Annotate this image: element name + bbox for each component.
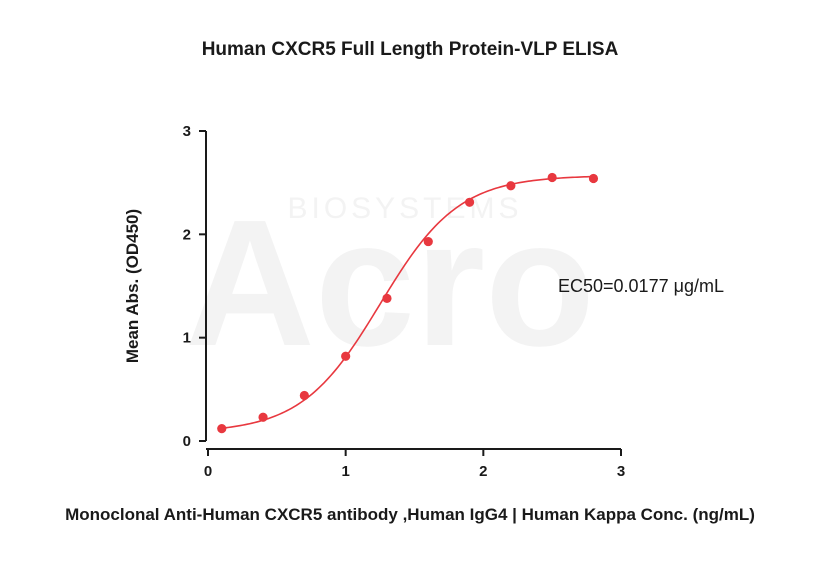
y-tick-label: 0 (183, 433, 191, 450)
data-point (341, 351, 351, 361)
x-tick-label: 2 (479, 463, 487, 480)
data-point (506, 181, 516, 191)
data-point (382, 293, 392, 303)
x-axis-label: Monoclonal Anti-Human CXCR5 antibody ,Hu… (65, 505, 755, 524)
x-tick-label: 0 (204, 463, 212, 480)
x-tick-label: 1 (341, 463, 349, 480)
y-axis: 0 1 2 3 Mean Abs. (OD450) (123, 123, 207, 450)
data-point (299, 390, 309, 401)
y-ticks: 0 1 2 3 (183, 123, 206, 450)
x-ticks: 0 1 2 3 (204, 449, 625, 480)
y-tick-label: 3 (183, 123, 191, 140)
watermark-logo: Acro (185, 183, 595, 384)
data-point (547, 172, 557, 183)
data-point (588, 173, 599, 184)
data-point (464, 197, 475, 207)
x-axis: 0 1 2 3 Monoclonal Anti-Human CXCR5 antibod… (65, 448, 755, 524)
y-tick-label: 2 (183, 226, 191, 243)
data-point (258, 412, 268, 422)
y-tick-label: 1 (183, 330, 191, 347)
watermark: Acro BIOSYSTEMS (185, 183, 595, 384)
chart-title: Human CXCR5 Full Length Protein-VLP ELIS… (202, 39, 619, 60)
data-point (423, 236, 433, 247)
ec50-annotation: EC50=0.0177 μg/mL (558, 276, 724, 296)
plot-area (217, 172, 599, 434)
fit-curve (221, 175, 594, 430)
watermark-subtext: BIOSYSTEMS (287, 192, 522, 225)
x-tick-label: 3 (617, 463, 625, 480)
data-point (217, 424, 227, 434)
data-points (217, 172, 599, 434)
y-axis-label: Mean Abs. (OD450) (123, 209, 142, 363)
